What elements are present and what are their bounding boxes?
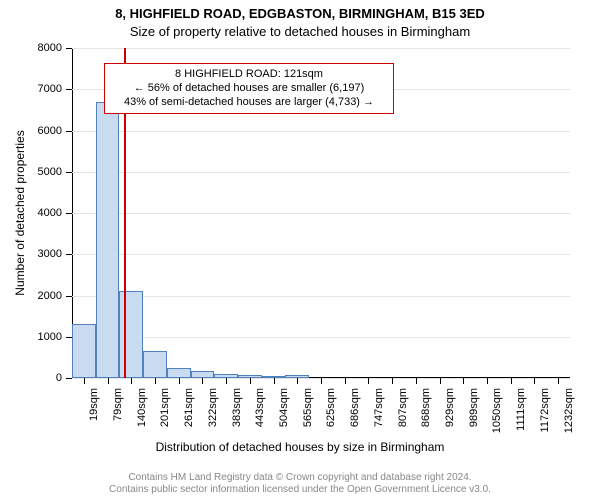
y-tick-mark (66, 378, 72, 379)
x-tick-mark (131, 378, 132, 384)
x-tick-label: 79sqm (112, 388, 124, 421)
gridline (72, 337, 570, 338)
footer-line-2: Contains public sector information licen… (0, 484, 600, 496)
y-tick-label: 7000 (38, 83, 62, 95)
gridline (72, 296, 570, 297)
x-tick-mark (321, 378, 322, 384)
x-tick-label: 504sqm (278, 388, 290, 427)
x-axis-label: Distribution of detached houses by size … (0, 440, 600, 454)
y-tick-mark (66, 131, 72, 132)
x-tick-label: 19sqm (88, 388, 100, 421)
x-tick-label: 747sqm (373, 388, 385, 427)
gridline (72, 254, 570, 255)
y-tick-label: 8000 (38, 42, 62, 54)
x-tick-label: 868sqm (420, 388, 432, 427)
annotation-line-2: ← 56% of detached houses are smaller (6,… (109, 82, 389, 96)
x-tick-label: 1111sqm (515, 388, 527, 431)
chart-title-subtitle: Size of property relative to detached ho… (0, 24, 600, 39)
x-tick-label: 443sqm (254, 388, 266, 427)
x-tick-mark (345, 378, 346, 384)
x-tick-mark (155, 378, 156, 384)
y-tick-mark (66, 172, 72, 173)
x-tick-mark (368, 378, 369, 384)
y-axis-label: Number of detached properties (13, 130, 27, 295)
y-tick-mark (66, 213, 72, 214)
bar (72, 324, 96, 378)
y-tick-mark (66, 48, 72, 49)
x-tick-mark (487, 378, 488, 384)
y-tick-mark (66, 296, 72, 297)
bar (96, 102, 120, 378)
x-tick-label: 383sqm (231, 388, 243, 427)
x-tick-mark (511, 378, 512, 384)
gridline (72, 48, 570, 49)
footer: Contains HM Land Registry data © Crown c… (0, 472, 600, 496)
x-tick-label: 201sqm (159, 388, 171, 427)
x-tick-mark (250, 378, 251, 384)
x-tick-mark (440, 378, 441, 384)
x-tick-mark (416, 378, 417, 384)
x-tick-mark (297, 378, 298, 384)
y-tick-label: 1000 (38, 331, 62, 343)
y-tick-mark (66, 89, 72, 90)
y-tick-mark (66, 254, 72, 255)
x-tick-mark (226, 378, 227, 384)
y-tick-label: 3000 (38, 248, 62, 260)
x-tick-mark (108, 378, 109, 384)
y-tick-label: 0 (56, 372, 62, 384)
x-tick-mark (463, 378, 464, 384)
x-tick-mark (84, 378, 85, 384)
x-tick-label: 565sqm (302, 388, 314, 427)
footer-line-1: Contains HM Land Registry data © Crown c… (0, 472, 600, 484)
gridline (72, 131, 570, 132)
chart-title-address: 8, HIGHFIELD ROAD, EDGBASTON, BIRMINGHAM… (0, 6, 600, 21)
x-tick-mark (179, 378, 180, 384)
chart-container: { "title_line1": "8, HIGHFIELD ROAD, EDG… (0, 0, 600, 500)
x-tick-mark (534, 378, 535, 384)
annotation-box: 8 HIGHFIELD ROAD: 121sqm ← 56% of detach… (104, 63, 394, 114)
y-tick-label: 6000 (38, 125, 62, 137)
gridline (72, 172, 570, 173)
y-tick-label: 2000 (38, 290, 62, 302)
x-tick-label: 322sqm (207, 388, 219, 427)
x-tick-label: 807sqm (397, 388, 409, 427)
x-tick-mark (274, 378, 275, 384)
x-tick-label: 1172sqm (539, 388, 551, 432)
x-tick-mark (202, 378, 203, 384)
x-tick-label: 140sqm (136, 388, 148, 427)
x-tick-mark (392, 378, 393, 384)
y-tick-label: 5000 (38, 166, 62, 178)
annotation-line-1: 8 HIGHFIELD ROAD: 121sqm (109, 68, 389, 82)
x-tick-mark (558, 378, 559, 384)
x-tick-label: 686sqm (349, 388, 361, 427)
x-tick-label: 625sqm (325, 388, 337, 427)
x-tick-label: 929sqm (444, 388, 456, 427)
x-tick-label: 261sqm (183, 388, 195, 427)
gridline (72, 213, 570, 214)
annotation-line-3: 43% of semi-detached houses are larger (… (109, 96, 389, 110)
x-tick-label: 989sqm (468, 388, 480, 427)
x-tick-label: 1232sqm (563, 388, 575, 433)
y-tick-label: 4000 (38, 207, 62, 219)
bar (191, 371, 215, 378)
x-tick-label: 1050sqm (491, 388, 503, 433)
bar (167, 368, 191, 378)
bar (143, 351, 167, 378)
